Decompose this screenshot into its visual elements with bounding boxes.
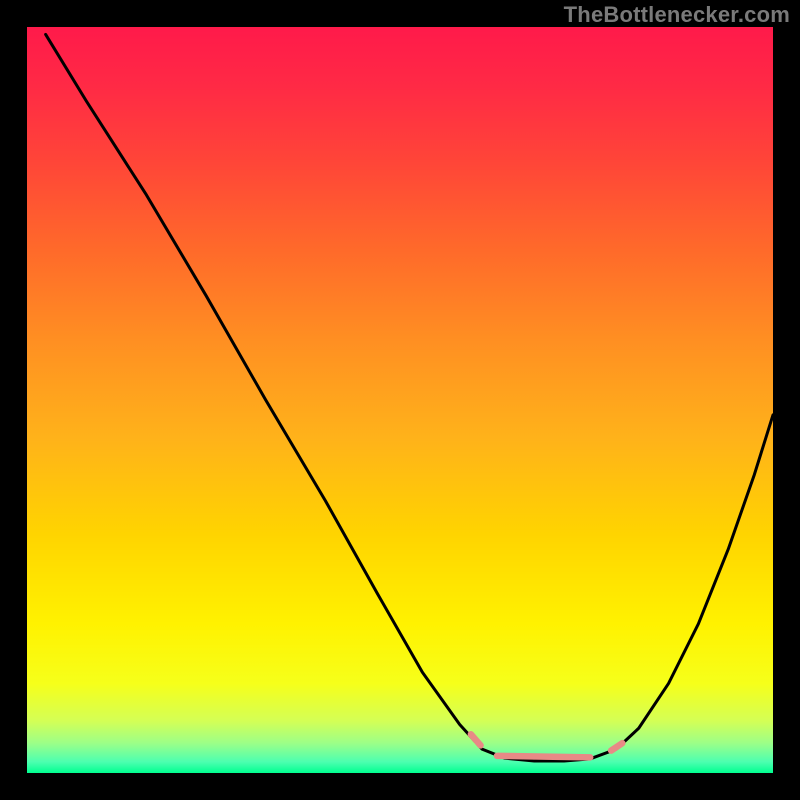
- highlight-marker-segment: [497, 756, 590, 757]
- chart-plot-area: [27, 27, 773, 773]
- bottleneck-curve-chart: [27, 27, 773, 773]
- watermark-text: TheBottlenecker.com: [564, 2, 790, 28]
- gradient-background: [27, 27, 773, 773]
